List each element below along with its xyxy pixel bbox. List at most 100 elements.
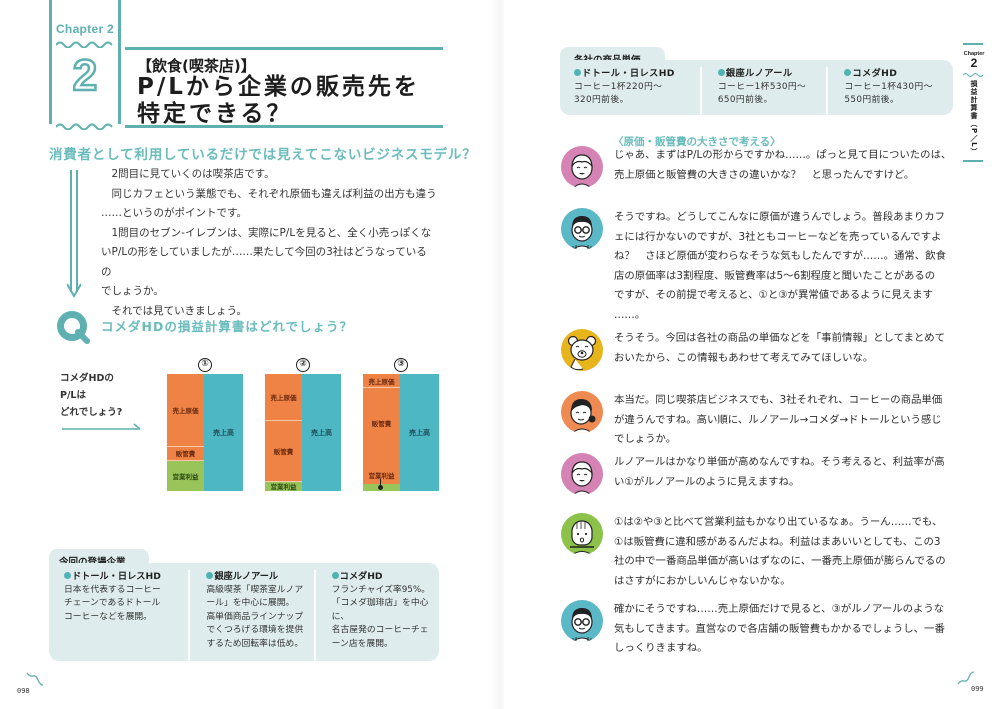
page-number-right: 099 [971, 685, 984, 693]
avatar-pink-student [561, 453, 603, 495]
side-prompt-line: P/Lは [60, 390, 86, 401]
dialogue-item: ルノアールはかなり単価が高めなんですね。そう考えると、利益率が高 い①がルノアー… [561, 453, 961, 495]
price-line: コーヒー1杯220円〜 [574, 81, 663, 92]
company-komeda: コメダHD フランチャイズ率95%。 「コメダ珈琲店」を中心に、 名古屋発のコー… [313, 570, 439, 661]
question-text: コメダHDの損益計算書はどれでしょう？ [101, 319, 353, 334]
company-desc-line: チェーンであるドトール [64, 598, 161, 608]
chapter-box: Chapter 2 2 [49, 0, 121, 130]
dialogue-line: い①がルノアールのように見えますね。 [614, 475, 800, 488]
company-name: ドトール・日レスHD [582, 68, 675, 79]
option-number: ③ [394, 358, 408, 372]
wave-divider-icon [56, 41, 113, 48]
operating-profit-segment: 営業利益 [167, 460, 204, 491]
company-desc-line: 高級喫茶「喫茶室ルノア [206, 584, 304, 595]
revenue-segment: 売上高 [400, 374, 439, 491]
avatar-glasses-man [561, 600, 603, 642]
revenue-segment: 売上高 [302, 374, 341, 491]
pointer-line [380, 478, 381, 486]
arrow-right-icon [62, 423, 141, 430]
dialogue-item: 確かにそうですね……売上原価だけで見ると、③がルノアールのような 気もしてきます… [561, 600, 961, 659]
side-prompt: コメダHDの P/Lは どれでしょう? [60, 370, 122, 421]
cost-of-sales-segment: 売上原価 [265, 374, 302, 421]
operating-profit-segment: 営業利益 [265, 481, 302, 491]
bullet-dot-icon [844, 69, 852, 76]
side-tab-chapter: Chapter [963, 51, 985, 57]
intro-line: 1問目のセブン-イレブンは、実際にP/Lを見ると、全く小売っぽくな [111, 226, 432, 239]
dialogue-item: そうですね。どうしてこんなに原価が違うんでしょう。普段あまりカフ ェには行かない… [561, 208, 961, 326]
student-face-icon [571, 461, 593, 495]
price-line: コーヒー1杯530円〜 [717, 81, 807, 92]
dialogue-item: そうそう。今回は各社の商品の単価などを「事前情報」としてまとめて おいたから、こ… [561, 329, 961, 371]
company-desc-line: 名古屋発のコーヒーチェ [331, 625, 429, 635]
chapter-side-tab: Chapter 2 損益計算書（P／L） [963, 43, 985, 162]
side-tab-label: 損益計算書（P／L） [970, 80, 978, 156]
dialogue-line: ルノアールはかなり単価が高めなんですね。そう考えると、利益率が高 [614, 456, 945, 468]
dialogue-line: 気もしてきます。直営なので各店舗の販管費もかかるでしょうし、一番 [614, 622, 945, 635]
company-desc-line: 「コメダ珈琲店」を中心に、 [331, 598, 429, 622]
pl-chart-2: ② 売上原価 販管費 営業利益 売上高 [265, 355, 341, 491]
company-desc-line: ール」を中心に展開。 [206, 598, 295, 608]
dialogue-line: じゃあ、まずはP/Lの形からですかね……。ぱっと見て目についたのは、 [614, 149, 952, 161]
dialogue-line: ですが、その前提で考えると、①と③が異常値であるように見えます [614, 289, 933, 302]
dialogue-text: じゃあ、まずはP/Lの形からですかね……。ぱっと見て目についたのは、 売上原価と… [614, 146, 959, 188]
bullet-dot-icon [331, 572, 339, 579]
avatar-orange-woman [561, 391, 603, 433]
company-name: コメダHD [339, 571, 383, 582]
intro-line: それでは見ていきましょう。 [111, 304, 248, 317]
sga-segment: 販管費 [265, 420, 302, 482]
operating-profit-segment [363, 478, 400, 491]
price-renoir: 銀座ルノアール コーヒー1杯530円〜 650円前後。 [699, 67, 827, 115]
bear-face-icon [567, 335, 597, 371]
company-name: コメダHD [852, 68, 898, 79]
student-face-icon [571, 154, 593, 188]
side-tab-number: 2 [970, 56, 978, 70]
dialogue-text: ①は②や③と比べて営業利益もかなり出ているなぁ。うーん……でも、 ①は販管費に違… [614, 513, 959, 591]
dialogue-line: しっくりきますね。 [614, 642, 708, 655]
companies-box: ドトール・日レスHD 日本を代表するコーヒー チェーンであるドトール コーヒーな… [49, 563, 439, 661]
company-desc-line: ーン店を展開。 [331, 638, 393, 649]
side-tab-rule [963, 43, 983, 45]
intro-line: でしょうか。 [101, 285, 164, 297]
company-desc-line: フランチャイズ率95%。 [331, 584, 431, 595]
wave-divider-icon [963, 73, 983, 77]
boy-face-icon [570, 520, 594, 555]
page-title-line2: 特定できる？ [137, 101, 293, 127]
pl-chart-3: ③ 売上原価 販管費 営業利益 売上高 [363, 355, 439, 491]
revenue-segment: 売上高 [204, 374, 243, 491]
cost-of-sales-segment: 売上原価 [363, 374, 400, 389]
avatar-pink-student [561, 146, 603, 188]
company-name: 銀座ルノアール [725, 68, 793, 79]
price-komeda: コメダHD コーヒー1杯430円〜 550円前後。 [826, 67, 953, 115]
dialogue-line: 社の中で一番商品単価が高いはずなのに、一番売上原価が膨らんでるの [614, 555, 946, 568]
intro-line: ……というのがポイントです。 [101, 207, 247, 219]
page-number-left: 098 [17, 687, 30, 695]
title-category: 【飲食(喫茶店)】 [137, 57, 256, 75]
dialogue-line: ね？ さほど原価が変わらなそうな気もしたんですが……。通常、飲食 [614, 250, 946, 263]
page-title: P/Lから企業の販売先を 特定できる？ [137, 74, 420, 128]
company-name: ドトール・日レスHD [72, 571, 161, 582]
intro-text: 2問目に見ていくのは喫茶店です。 同じカフェという業態でも、それぞれ原価も違えば… [101, 165, 437, 321]
operating-profit-label: 営業利益 [368, 471, 395, 480]
dialogue-line: そうですね。どうしてこんなに原価が違うんでしょう。普段あまりカフ [614, 211, 946, 223]
lead-question: 消費者として利用しているだけでは見えてこないビジネスモデル？ [49, 147, 477, 163]
dialogue-line: ①は②や③と比べて営業利益もかなり出ているなぁ。うーん……でも、 [614, 516, 943, 528]
avatar-green-boy [561, 513, 603, 555]
option-number: ② [296, 358, 310, 372]
sga-label: 販管費 [371, 420, 392, 429]
side-prompt-line: どれでしょう? [60, 407, 123, 418]
pl-chart-1: ① 売上原価 販管費 営業利益 売上高 [167, 355, 243, 491]
dialogue-item: じゃあ、まずはP/Lの形からですかね……。ぱっと見て目についたのは、 売上原価と… [561, 146, 961, 188]
dialogue-line: ェには行かないのですが、3社ともコーヒーなどを売っているんですよ [614, 230, 942, 243]
woman-face-icon [570, 399, 596, 433]
dialogue-line: おいたから、この情報もあわせて考えてみてほしいな。 [614, 351, 874, 364]
price-line: 320円前後。 [574, 95, 629, 105]
dialogue-line: ①は販管費に違和感があるんだよね。利益はまあいいとしても、この3 [614, 535, 941, 548]
company-name: 銀座ルノアール [214, 571, 279, 582]
intro-line: 同じカフェという業態でも、それぞれ原価も違えば利益の出方も違う [111, 187, 437, 200]
double-arrow-down-icon [67, 170, 81, 298]
dialogue-line: はさすがにおかしいんじゃないかな。 [614, 574, 791, 587]
section-number: 2 [72, 51, 99, 100]
company-desc-line: 高単価商品ラインナップ [206, 611, 304, 622]
option-number: ① [198, 358, 212, 372]
page-wave-icon [957, 671, 975, 685]
